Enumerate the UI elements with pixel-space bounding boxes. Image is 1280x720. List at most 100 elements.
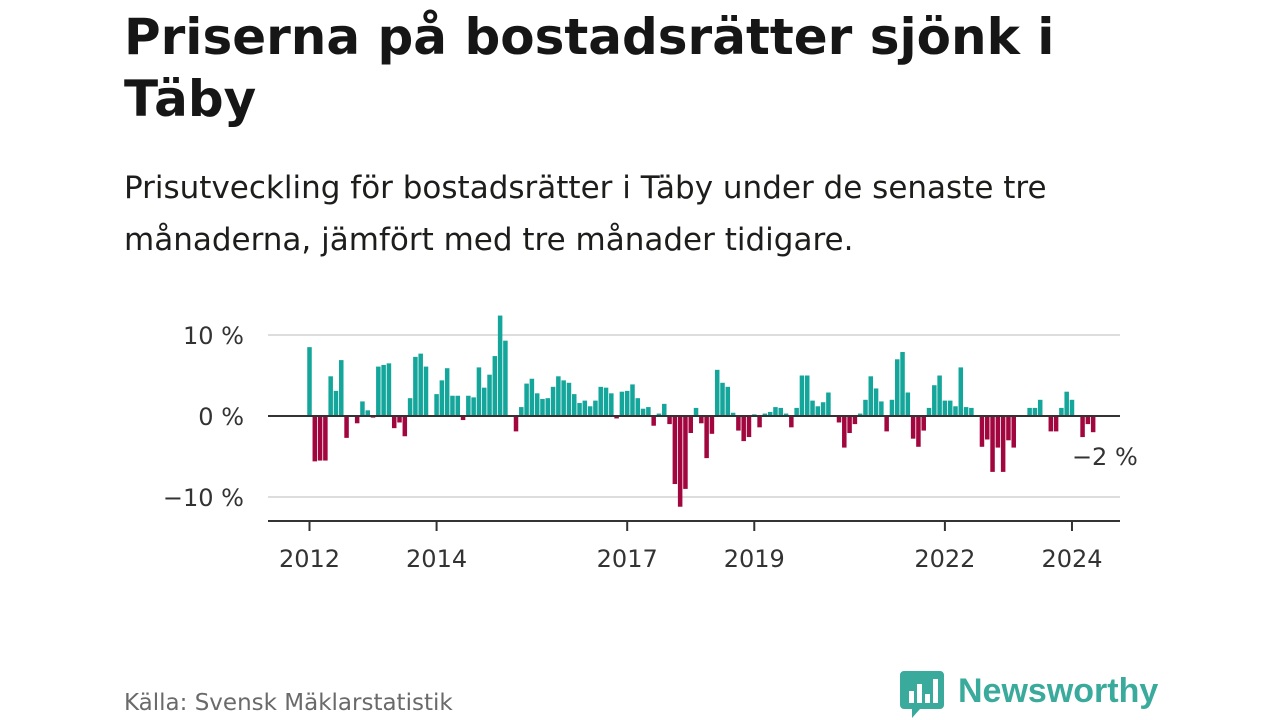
- x-tick-label: 2024: [1041, 545, 1102, 573]
- bar: [709, 416, 715, 434]
- bar: [1069, 399, 1075, 416]
- chart-subtitle: Prisutveckling för bostadsrätter i Täby …: [124, 170, 1047, 258]
- bar: [778, 407, 784, 416]
- bar: [460, 416, 466, 421]
- bar: [646, 407, 651, 416]
- bar: [603, 387, 609, 416]
- bar: [312, 416, 318, 462]
- bar: [1037, 399, 1043, 416]
- bar: [894, 359, 900, 416]
- bar: [826, 392, 831, 416]
- bar: [714, 369, 720, 416]
- bar: [497, 315, 503, 416]
- x-tick-label: 2019: [724, 545, 785, 573]
- bar: [820, 402, 826, 416]
- bar: [1006, 416, 1011, 441]
- bar: [619, 391, 625, 416]
- bar: [916, 416, 921, 447]
- bar: [789, 416, 794, 428]
- bar: [376, 366, 381, 416]
- bar: [529, 378, 535, 416]
- bar: [556, 376, 561, 416]
- bar: [932, 385, 937, 416]
- bar: [725, 386, 731, 416]
- bar: [439, 380, 445, 416]
- bar: [333, 390, 339, 416]
- bar: [1064, 391, 1069, 416]
- bar: [985, 416, 990, 440]
- bar: [815, 406, 821, 416]
- bar: [651, 416, 656, 426]
- bar: [1000, 416, 1006, 472]
- bar: [905, 392, 911, 416]
- bar: [354, 416, 360, 424]
- bar: [614, 416, 619, 419]
- bar: [857, 413, 863, 416]
- bar: [455, 395, 461, 416]
- bar: [720, 382, 725, 416]
- bar: [487, 374, 492, 416]
- bar: [545, 398, 551, 416]
- bar: [863, 399, 868, 416]
- bar: [884, 416, 889, 432]
- bar: [1059, 407, 1064, 416]
- bar: [550, 386, 556, 416]
- bar: [1080, 416, 1085, 438]
- bar: [481, 387, 487, 416]
- bar: [879, 401, 884, 416]
- bar: [323, 416, 328, 461]
- bar-chart: 10 % 0 % −10 % 2012 2014 2017 2019 2022 2024 −2 %: [163, 315, 1138, 573]
- bar: [630, 384, 635, 416]
- bar: [1011, 416, 1016, 448]
- bar: [667, 416, 672, 425]
- bar: [402, 416, 408, 437]
- bar: [741, 416, 746, 442]
- bar: [492, 356, 498, 416]
- bar: [730, 412, 736, 416]
- x-tick-label: 2012: [279, 545, 340, 573]
- bar: [640, 408, 646, 416]
- axis-labels: 10 % 0 % −10 % 2012 2014 2017 2019 2022 2024 −2 %: [163, 322, 1138, 573]
- bar: [921, 416, 926, 431]
- bar: [746, 416, 752, 438]
- bar: [704, 416, 709, 459]
- bar: [381, 364, 386, 416]
- chart-title: Priserna på bostadsrätter sjönk i Täby: [124, 8, 1055, 128]
- bar: [423, 366, 429, 416]
- bar: [672, 416, 678, 485]
- bar: [307, 347, 312, 416]
- bar: [397, 416, 402, 423]
- bar: [635, 398, 641, 416]
- bar: [444, 368, 450, 416]
- bar: [360, 401, 365, 416]
- bar: [767, 411, 773, 416]
- bar: [699, 416, 704, 424]
- bar: [534, 393, 540, 416]
- bar: [317, 416, 323, 461]
- bar: [561, 380, 566, 416]
- bar: [582, 400, 588, 416]
- bar: [852, 416, 858, 425]
- bar: [1048, 416, 1054, 432]
- source-note: Källa: Svensk Mäklarstatistik: [124, 690, 453, 716]
- bar: [688, 416, 693, 434]
- bar: [624, 390, 630, 416]
- bar: [693, 407, 699, 416]
- bar: [540, 398, 545, 416]
- gridlines: [268, 334, 1120, 498]
- latest-value-label: −2 %: [1072, 443, 1138, 471]
- y-tick-label: 10 %: [183, 322, 244, 350]
- bar: [810, 400, 815, 416]
- bar: [344, 416, 349, 438]
- bar: [434, 394, 439, 416]
- bar: [386, 363, 392, 416]
- bar: [683, 416, 688, 489]
- bar: [365, 410, 370, 416]
- bar: [677, 416, 683, 507]
- bar: [889, 399, 895, 416]
- bar: [593, 400, 598, 416]
- bar: [836, 416, 842, 423]
- bar: [969, 407, 974, 416]
- bar: [391, 416, 397, 429]
- bar: [1085, 416, 1091, 425]
